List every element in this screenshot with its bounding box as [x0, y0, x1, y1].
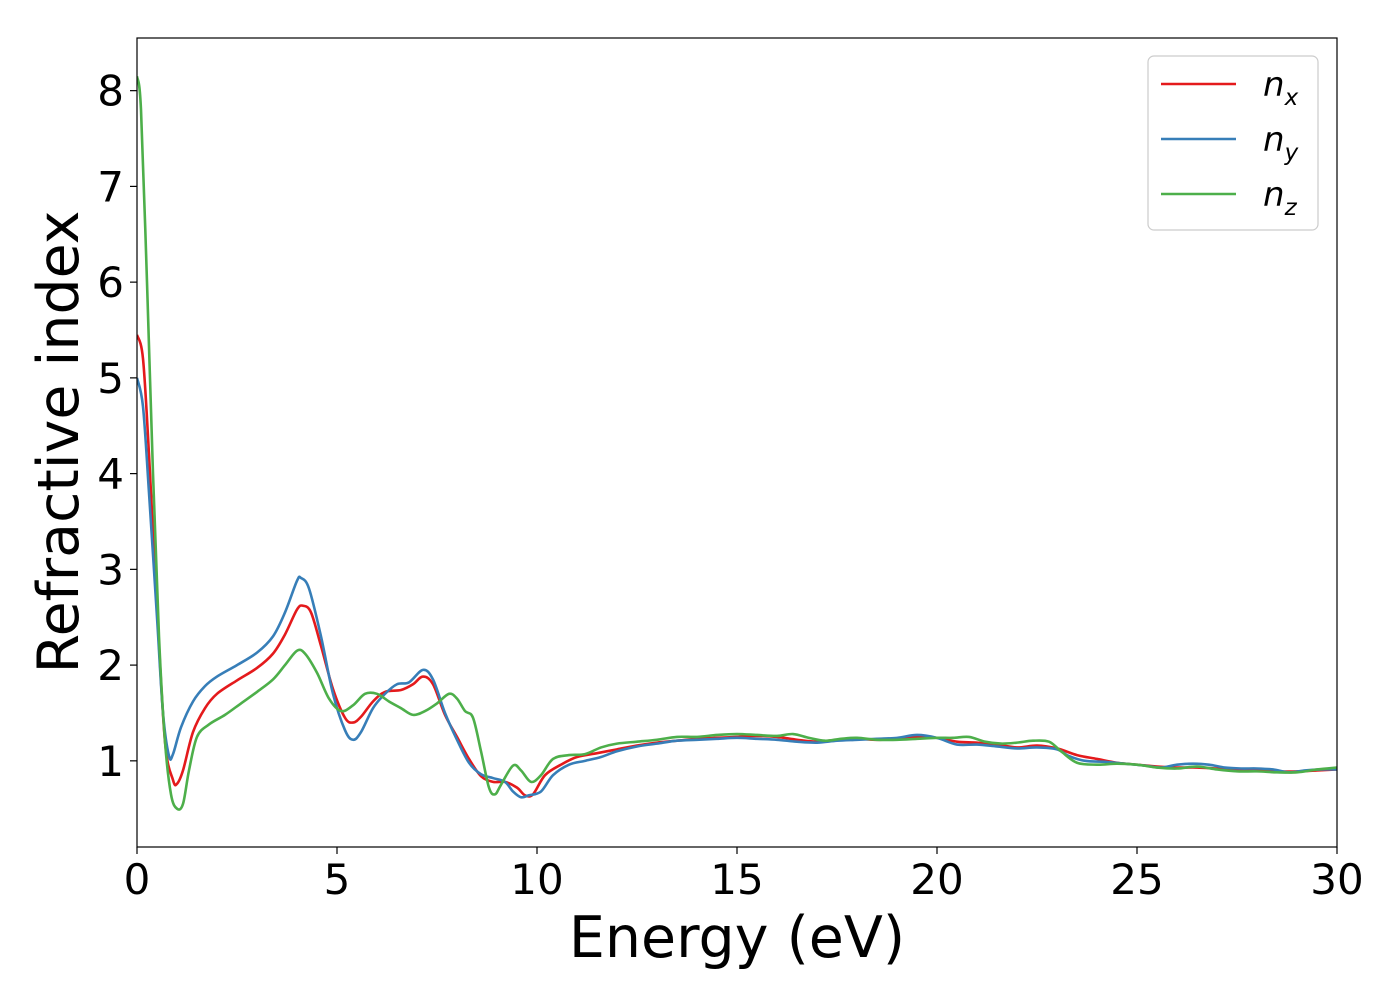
x-tick-label: 5	[324, 855, 351, 904]
x-tick-label: 15	[710, 855, 763, 904]
y-tick-label: 3	[97, 545, 124, 594]
y-tick-label: 6	[97, 258, 124, 307]
series-line-nx	[137, 334, 1337, 798]
y-axis-label: Refractive index	[26, 211, 92, 674]
legend-box	[1147, 55, 1319, 231]
y-axis: 1 2 3 4 5 6 7 8	[97, 67, 137, 786]
x-tick-label: 25	[1110, 855, 1163, 904]
legend-label-nx: nx	[1263, 65, 1299, 111]
legend-label-nz: nz	[1263, 175, 1298, 221]
y-tick-label: 7	[97, 162, 124, 211]
series-line-ny	[137, 377, 1337, 799]
x-axis-label: Energy (eV)	[569, 905, 905, 971]
y-tick-label: 1	[97, 737, 124, 786]
y-tick-label: 8	[97, 67, 124, 116]
x-tick-label: 20	[910, 855, 963, 904]
legend: nx ny nz	[1147, 55, 1319, 231]
y-tick-label: 2	[97, 641, 124, 690]
x-tick-label: 10	[510, 855, 563, 904]
series-layer	[137, 76, 1337, 811]
y-tick-label: 4	[97, 450, 124, 499]
legend-entries: nx ny nz	[1161, 65, 1299, 221]
y-tick-label: 5	[97, 354, 124, 403]
x-tick-label: 0	[124, 855, 151, 904]
x-axis: 0 5 10 15 20 25 30	[124, 847, 1364, 904]
legend-label-ny: ny	[1263, 120, 1299, 166]
x-tick-label: 30	[1310, 855, 1363, 904]
series-line-nz	[137, 76, 1337, 811]
